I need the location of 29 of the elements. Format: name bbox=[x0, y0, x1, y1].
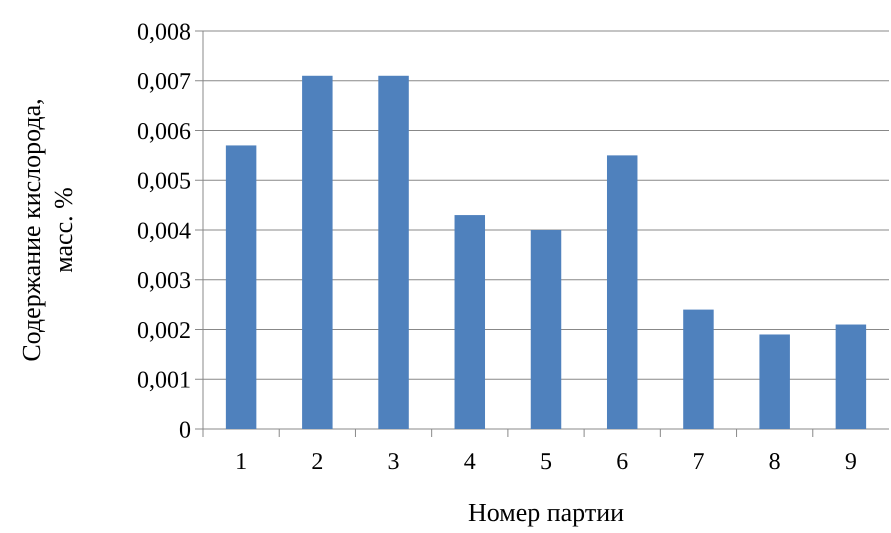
y-tick-label: 0,007 bbox=[137, 69, 191, 96]
bar bbox=[606, 155, 638, 429]
bar bbox=[530, 230, 562, 429]
x-tick-label: 5 bbox=[540, 449, 552, 475]
bar bbox=[454, 215, 486, 429]
y-tick-label: 0,005 bbox=[137, 168, 191, 195]
y-tick-label: 0,003 bbox=[137, 268, 191, 294]
x-tick-label: 2 bbox=[311, 449, 324, 475]
y-axis-title: Содержание кислорода, масс. % bbox=[17, 98, 78, 362]
bar bbox=[226, 145, 256, 429]
y-tick-label: 0,004 bbox=[137, 218, 191, 244]
x-tick-label: 7 bbox=[692, 449, 704, 475]
bar bbox=[378, 76, 409, 429]
x-axis-title: Номер партии bbox=[468, 498, 624, 527]
bar bbox=[836, 324, 866, 429]
x-tick-label: 6 bbox=[616, 449, 628, 475]
y-tick-label: 0,001 bbox=[137, 368, 191, 394]
x-tick-label: 3 bbox=[388, 449, 400, 475]
y-tick-label: 0,002 bbox=[137, 318, 191, 344]
bar bbox=[683, 310, 714, 429]
y-tick-label: 0,006 bbox=[137, 118, 191, 145]
x-tick-label: 1 bbox=[235, 449, 248, 475]
bar bbox=[302, 76, 333, 429]
x-tick-label: 8 bbox=[768, 449, 781, 475]
x-tick-label: 4 bbox=[464, 449, 476, 475]
y-tick-label: 0 bbox=[179, 417, 191, 444]
y-tick-label: 0,008 bbox=[137, 19, 191, 46]
bar bbox=[759, 334, 790, 429]
x-tick-label: 9 bbox=[844, 449, 857, 475]
